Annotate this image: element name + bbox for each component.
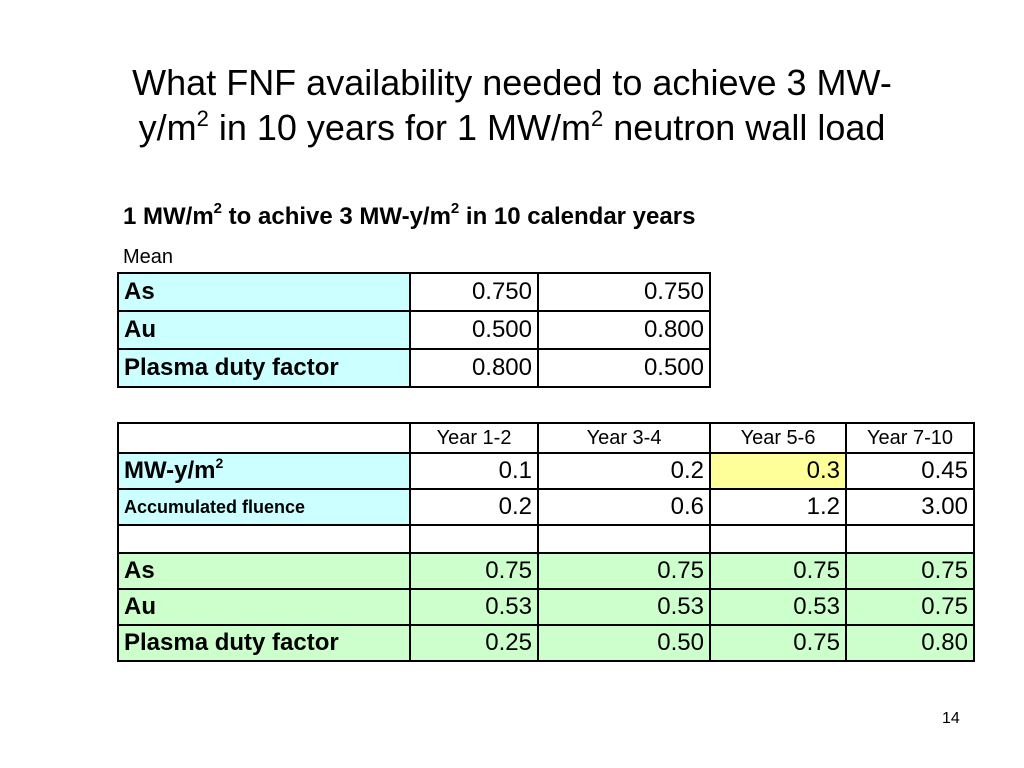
subtitle-part-3: in 10 calendar years (459, 203, 696, 230)
title-line-2: y/m2 in 10 years for 1 MW/m2 neutron wal… (40, 105, 984, 150)
title-superscript-2: 2 (590, 106, 604, 131)
mean-label: Mean (123, 246, 174, 268)
table-row: Plasma duty factor 0.800 0.500 (117, 348, 711, 388)
subtitle-part-2: to achive 3 MW-y/m (222, 203, 451, 230)
table-cell: 0.2 (537, 452, 711, 490)
title-superscript-1: 2 (196, 106, 209, 131)
mwy-label-text: MW-y/m (124, 457, 216, 484)
table-cell: 0.800 (537, 310, 711, 350)
row-label: Au (117, 588, 411, 626)
table-cell: 0.50 (537, 624, 711, 662)
row-label: Plasma duty factor (117, 624, 411, 662)
table-row: MW-y/m2 0.1 0.2 0.3 0.45 (117, 452, 975, 490)
title-line-1: What FNF availability needed to achieve … (132, 62, 892, 103)
table-cell: 0.800 (409, 348, 539, 388)
table-subtitle: 1 MW/m2 to achive 3 MW-y/m2 in 10 calend… (123, 200, 696, 231)
table-cell: 0.53 (537, 588, 711, 626)
table-cell: 0.53 (709, 588, 847, 626)
mean-parameters-table: As 0.750 0.750 Au 0.500 0.800 Plasma dut… (117, 272, 711, 388)
table-cell: 3.00 (845, 488, 975, 526)
table-cell-empty (117, 524, 411, 554)
table-cell: 0.75 (845, 552, 975, 590)
table-cell-empty (845, 524, 975, 554)
table-cell: 0.75 (537, 552, 711, 590)
table-row: Au 0.53 0.53 0.53 0.75 (117, 588, 975, 626)
table-cell-empty (409, 524, 539, 554)
table-row: As 0.75 0.75 0.75 0.75 (117, 552, 975, 590)
subtitle-superscript-2: 2 (450, 200, 460, 217)
header-cell: Year 3-4 (537, 422, 711, 454)
table-cell: 0.1 (409, 452, 539, 490)
table-cell: 1.2 (709, 488, 847, 526)
header-cell-empty (117, 422, 411, 454)
table-cell: 0.750 (537, 272, 711, 312)
row-label: As (117, 552, 411, 590)
table-cell: 0.500 (537, 348, 711, 388)
header-cell: Year 1-2 (409, 422, 539, 454)
yearly-schedule-table: Year 1-2 Year 3-4 Year 5-6 Year 7-10 MW-… (117, 422, 975, 662)
table-row: Accumulated fluence 0.2 0.6 1.2 3.00 (117, 488, 975, 526)
table-cell: 0.75 (709, 624, 847, 662)
table-cell: 0.500 (409, 310, 539, 350)
table-cell: 0.25 (409, 624, 539, 662)
slide-title: What FNF availability needed to achieve … (40, 60, 984, 150)
table-row: Au 0.500 0.800 (117, 310, 711, 350)
blank-row (117, 524, 975, 554)
table-cell: 0.75 (409, 552, 539, 590)
header-row: Year 1-2 Year 3-4 Year 5-6 Year 7-10 (117, 422, 975, 454)
table-cell: 0.2 (409, 488, 539, 526)
title-text-c: neutron wall load (603, 107, 886, 148)
table-cell: 0.6 (537, 488, 711, 526)
subtitle-part-1: 1 MW/m (123, 203, 214, 230)
page-number: 14 (942, 710, 960, 727)
header-cell: Year 5-6 (709, 422, 847, 454)
mwy-label-superscript: 2 (215, 455, 224, 471)
title-text-b: in 10 years for 1 MW/m (208, 107, 591, 148)
row-label: Accumulated fluence (117, 488, 411, 526)
table-cell-highlighted: 0.3 (709, 452, 847, 490)
row-label: MW-y/m2 (117, 452, 411, 490)
header-cell: Year 7-10 (845, 422, 975, 454)
subtitle-superscript-1: 2 (213, 200, 223, 217)
row-label: Au (117, 310, 411, 350)
table-row: Plasma duty factor 0.25 0.50 0.75 0.80 (117, 624, 975, 662)
row-label: Plasma duty factor (117, 348, 411, 388)
table-row: As 0.750 0.750 (117, 272, 711, 312)
row-label: As (117, 272, 411, 312)
table-cell: 0.45 (845, 452, 975, 490)
table-cell: 0.53 (409, 588, 539, 626)
table-cell: 0.75 (709, 552, 847, 590)
table-cell: 0.75 (845, 588, 975, 626)
table-cell: 0.80 (845, 624, 975, 662)
table-cell: 0.750 (409, 272, 539, 312)
title-text-a: y/m (138, 107, 197, 148)
table-cell-empty (709, 524, 847, 554)
table-cell-empty (537, 524, 711, 554)
